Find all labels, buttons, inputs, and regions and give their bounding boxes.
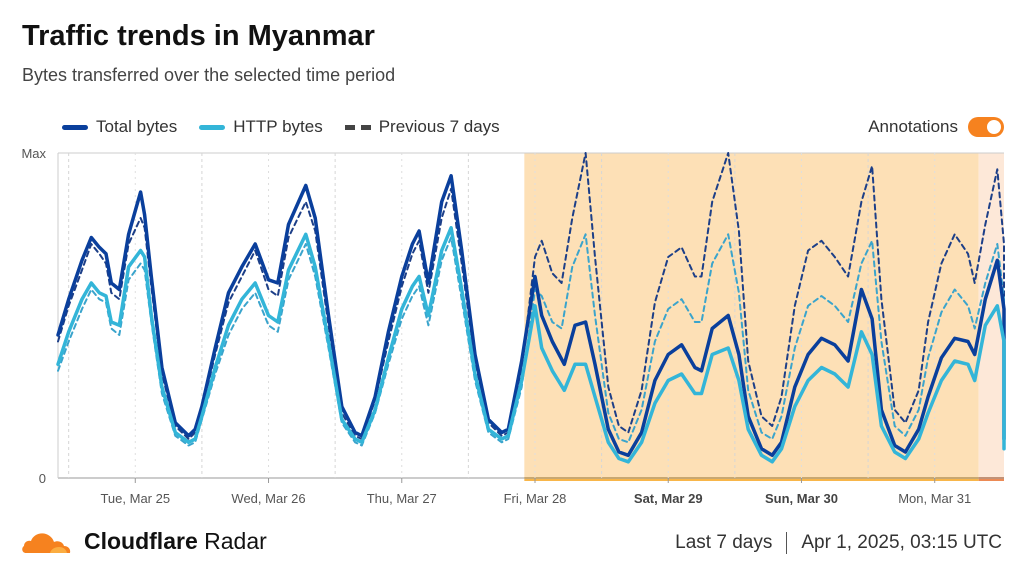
annotation-bar-0 (524, 477, 979, 481)
legend-item-total[interactable]: Total bytes (62, 117, 177, 137)
x-tick-label-5: Sun, Mar 30 (765, 491, 838, 506)
series-line-previous_total (57, 152, 1005, 440)
x-tick-label-2: Thu, Mar 27 (367, 491, 437, 506)
legend-swatch-http (199, 124, 226, 130)
traffic-chart: Tue, Mar 25 Wed, Mar 26 Thu, Mar 27 Fri, Ma… (21, 146, 1006, 506)
annotation-region-0 (524, 153, 979, 478)
footer-divider (786, 532, 788, 554)
legend-swatch-previous (344, 124, 371, 130)
toggle-knob (987, 120, 1001, 134)
series-line-previous_http (57, 233, 1005, 447)
y-label-zero: 0 (39, 471, 46, 486)
series-line-http (56, 226, 1006, 464)
annotations-control: Annotations (868, 117, 1004, 137)
x-tick-label-6: Mon, Mar 31 (898, 491, 971, 506)
y-label-max: Max (21, 146, 46, 161)
annotations-label: Annotations (868, 117, 958, 136)
x-tick-label-0: Tue, Mar 25 (100, 491, 170, 506)
legend-item-http[interactable]: HTTP bytes (199, 117, 323, 137)
x-tick-label-1: Wed, Mar 26 (231, 491, 305, 506)
timestamp-label: Apr 1, 2025, 03:15 UTC (801, 532, 1002, 553)
legend-swatch-total (62, 124, 88, 130)
x-tick-label-4: Sat, Mar 29 (634, 491, 703, 506)
time-range-label: Last 7 days (675, 532, 773, 553)
annotations-toggle[interactable] (968, 117, 1004, 137)
legend-item-previous[interactable]: Previous 7 days (344, 117, 500, 137)
cloudflare-radar-logo: Cloudflare Radar (20, 528, 267, 555)
series-line-total (56, 174, 1006, 458)
legend-label-http: HTTP bytes (233, 117, 323, 136)
x-tick-label-3: Fri, Mar 28 (504, 491, 567, 506)
chart-legend: Total bytes HTTP bytes Previous 7 days (62, 117, 500, 137)
page-subtitle: Bytes transferred over the selected time… (22, 65, 396, 85)
brand-name: Cloudflare Radar (84, 528, 267, 554)
legend-label-total: Total bytes (96, 117, 178, 136)
footer-meta: Last 7 days Apr 1, 2025, 03:15 UTC (675, 532, 1002, 554)
legend-label-previous: Previous 7 days (378, 117, 500, 136)
page-title: Traffic trends in Myanmar (22, 20, 375, 52)
cloudflare-cloud-icon (22, 532, 71, 553)
annotation-bar-1 (978, 477, 1004, 481)
